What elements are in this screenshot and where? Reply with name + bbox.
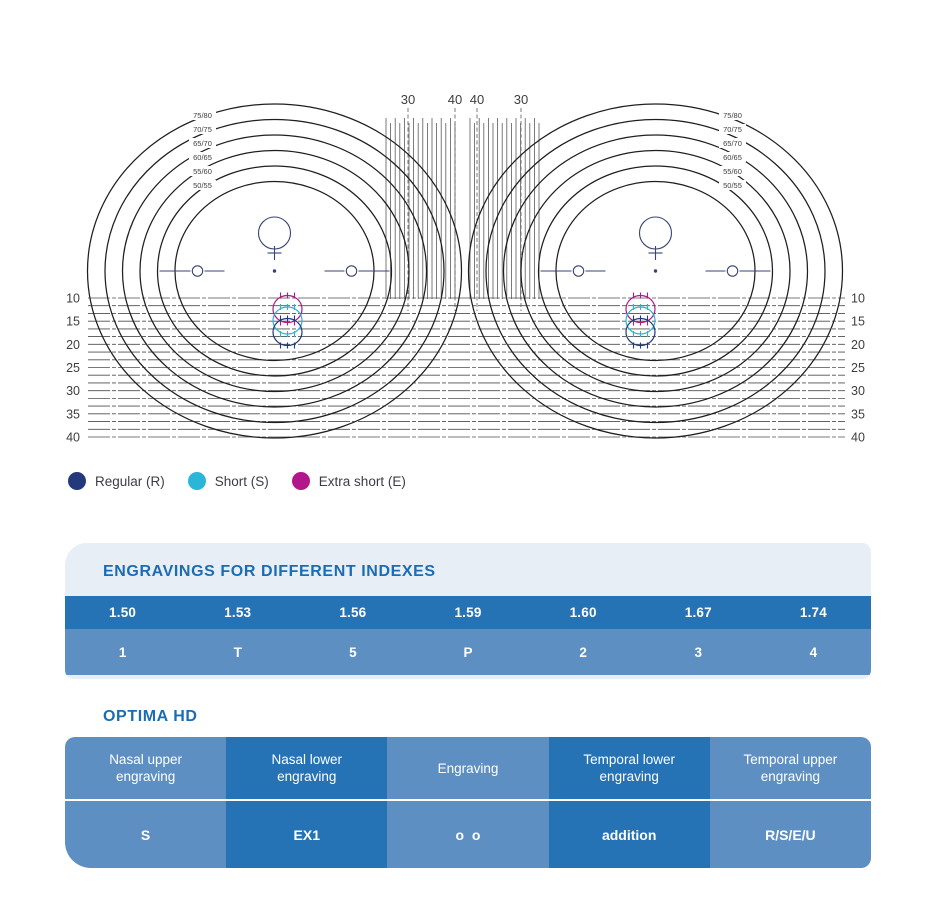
index-value-cell: 3 xyxy=(694,644,703,660)
ring-label-right-1: 70/75 xyxy=(723,125,742,134)
ring-label-left-0: 75/80 xyxy=(193,111,212,120)
index-value-cell: 5 xyxy=(349,644,357,660)
ring-label-left-1: 70/75 xyxy=(193,125,212,134)
ring-label-left-4: 55/60 xyxy=(193,167,212,176)
index-header-cell: 1.60 xyxy=(569,605,597,620)
optima-title: OPTIMA HD xyxy=(103,708,198,725)
optima-header-cell: Temporal upper engraving xyxy=(709,737,871,799)
regular-color-dot xyxy=(68,472,86,490)
scale-label-3: 30 xyxy=(514,92,528,107)
index-header-cell: 1.67 xyxy=(684,605,712,620)
optima-row-separator xyxy=(65,799,871,801)
ruler-label-left-5: 35 xyxy=(66,407,80,421)
indexes-card: ENGRAVINGS FOR DIFFERENT INDEXES 1.50 1.… xyxy=(65,543,871,679)
optima-header-cell: Temporal lower engraving xyxy=(548,737,710,799)
ruler-label-right-4: 30 xyxy=(851,384,865,398)
optima-header-cell: Engraving xyxy=(387,737,549,799)
optima-header-cell: Nasal lower engraving xyxy=(226,737,388,799)
ruler-label-left-6: 40 xyxy=(66,431,80,445)
index-header-cell: 1.59 xyxy=(454,605,482,620)
index-value-cell: 4 xyxy=(809,644,818,660)
legend-item-extra-short: Extra short (E) xyxy=(291,472,406,490)
ring-label-bg xyxy=(719,124,746,134)
ring-label-right-2: 65/70 xyxy=(723,139,742,148)
indexes-title: ENGRAVINGS FOR DIFFERENT INDEXES xyxy=(103,563,436,580)
ring-label-bg xyxy=(719,166,746,176)
indexes-value-row: 1 T 5 P 2 3 4 xyxy=(65,629,871,675)
optima-value-cell: addition xyxy=(548,801,710,868)
optima-header-cell: Nasal upper engraving xyxy=(65,737,227,799)
ring-label-bg xyxy=(719,138,746,148)
ruler-label-left-4: 30 xyxy=(66,384,80,398)
ring-label-bg xyxy=(719,110,746,120)
ruler-label-right-5: 35 xyxy=(851,407,865,421)
index-header-cell: 1.53 xyxy=(224,605,252,620)
index-header-cell: 1.56 xyxy=(339,605,367,620)
ring-label-right-0: 75/80 xyxy=(723,111,742,120)
lens-diagram: 75/80 70/75 65/70 60/65 55/60 50/55 75/8… xyxy=(66,92,865,445)
index-value-cell: 2 xyxy=(579,644,587,660)
ring-label-left-2: 65/70 xyxy=(193,139,212,148)
ruler-label-right-3: 25 xyxy=(851,361,865,375)
ring-label-right-5: 50/55 xyxy=(723,181,742,190)
short-color-dot xyxy=(187,472,206,490)
legend-label-short: Short (S) xyxy=(214,473,269,489)
ruler-label-right-1: 15 xyxy=(851,315,865,329)
ruler-label-left-2: 20 xyxy=(66,338,80,352)
scale-labels: 30 40 40 30 xyxy=(401,92,528,107)
ring-label-right-4: 55/60 xyxy=(723,167,742,176)
ring-label-left-3: 60/65 xyxy=(193,153,212,162)
legend-item-short: Short (S) xyxy=(187,472,269,490)
optima-header-row: Nasal upper engraving Nasal lower engrav… xyxy=(65,737,871,799)
ring-label-bg xyxy=(189,110,216,120)
optima-value-cell: S xyxy=(65,801,227,868)
legend: Regular (R) Short (S) Extra short (E) xyxy=(68,472,406,490)
optima-table: Nasal upper engraving Nasal lower engrav… xyxy=(65,737,871,868)
ring-label-bg xyxy=(189,152,216,162)
center-marks xyxy=(159,216,771,277)
near-zones xyxy=(272,292,656,349)
legend-label-extra-short: Extra short (E) xyxy=(318,473,406,489)
ring-label-bg xyxy=(719,180,746,190)
horizontal-ruler-lines xyxy=(88,297,845,438)
ring-label-bg xyxy=(719,152,746,162)
optima-value-row: S EX1 o o addition R/S/E/U xyxy=(65,801,871,868)
ruler-labels: 10 15 20 25 30 35 40 10 15 20 25 30 35 4… xyxy=(66,292,865,445)
index-value-cell: 1 xyxy=(118,644,127,660)
index-value-cell: T xyxy=(233,644,242,660)
ring-label-bg xyxy=(189,166,216,176)
indexes-header-row: 1.50 1.53 1.56 1.59 1.60 1.67 1.74 xyxy=(65,596,871,629)
scale-label-2: 40 xyxy=(470,92,484,107)
ruler-label-left-0: 10 xyxy=(66,292,80,306)
ruler-label-left-3: 25 xyxy=(66,361,80,375)
ring-label-bg xyxy=(189,138,216,148)
ring-label-right-3: 60/65 xyxy=(723,153,742,162)
ruler-label-right-2: 20 xyxy=(851,338,865,352)
ruler-label-right-0: 10 xyxy=(851,292,865,306)
ring-label-bg xyxy=(189,180,216,190)
index-header-cell: 1.50 xyxy=(109,605,137,620)
ring-labels: 75/80 70/75 65/70 60/65 55/60 50/55 75/8… xyxy=(189,110,746,190)
ruler-label-left-1: 15 xyxy=(66,315,80,329)
scale-label-0: 30 xyxy=(401,92,415,107)
index-value-cell: P xyxy=(463,644,473,660)
legend-item-regular: Regular (R) xyxy=(68,472,165,490)
scale-label-1: 40 xyxy=(448,92,462,107)
optima-value-cell: R/S/E/U xyxy=(709,801,871,868)
ring-label-bg xyxy=(189,124,216,134)
optima-value-cell: o o xyxy=(387,801,549,868)
extra-short-color-dot xyxy=(291,472,310,490)
optima-value-cell: EX1 xyxy=(226,801,388,868)
ruler-label-right-6: 40 xyxy=(851,431,865,445)
legend-label-regular: Regular (R) xyxy=(95,473,165,489)
index-header-cell: 1.74 xyxy=(799,605,827,620)
ring-label-left-5: 50/55 xyxy=(193,181,212,190)
